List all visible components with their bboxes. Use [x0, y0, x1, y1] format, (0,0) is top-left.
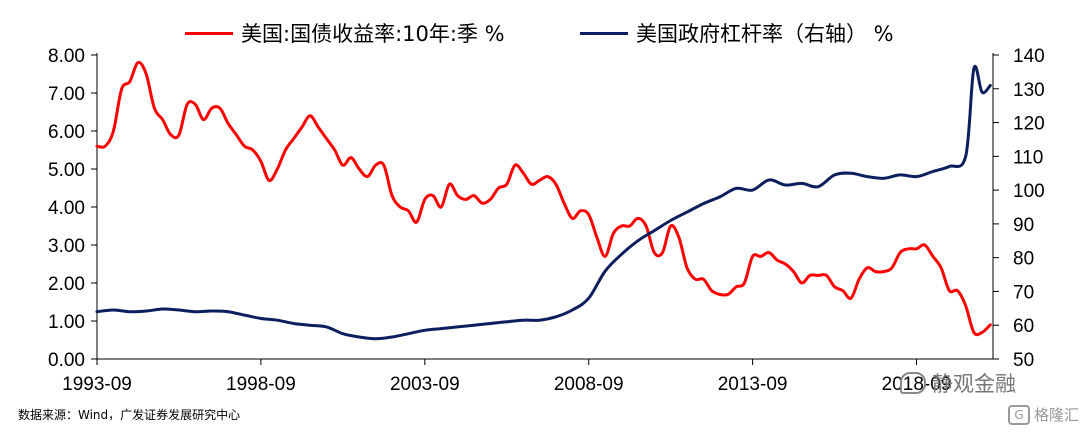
right-tick-label: 70: [1013, 282, 1034, 303]
series-line-government-leverage: [95, 64, 992, 341]
right-tick-label: 120: [1013, 114, 1045, 135]
left-tick-label: 5.00: [48, 160, 85, 181]
left-tick-label: 2.00: [48, 274, 85, 295]
left-tick-label: 1.00: [48, 312, 85, 333]
chart-legend: 美国:国债收益率:10年:季 % 美国政府杠杆率（右轴） %: [0, 18, 1080, 48]
chart-axes: [96, 53, 994, 360]
x-tick-label: 1993-09: [62, 374, 132, 395]
left-axis-ticks: 0.00 1.00 2.00 3.00 4.00 5.00 6.00 7.00 8.00: [48, 46, 97, 371]
series-line-treasury-yield: [95, 60, 992, 337]
right-tick-label: 110: [1013, 147, 1043, 168]
right-tick-label: 130: [1013, 80, 1045, 101]
left-tick-label: 8.00: [48, 46, 85, 67]
series-layer: [95, 60, 992, 341]
brand-logo-icon: G: [1008, 404, 1030, 425]
x-tick-label: 2008-09: [554, 374, 624, 395]
brand-text: 格隆汇: [1034, 406, 1080, 424]
legend-item-yield: 美国:国债收益率:10年:季 %: [185, 18, 505, 48]
right-tick-label: 100: [1013, 181, 1045, 202]
left-tick-label: 0.00: [48, 350, 85, 371]
right-tick-label: 60: [1013, 316, 1034, 337]
legend-label-yield: 美国:国债收益率:10年:季 %: [241, 22, 505, 46]
x-tick-label: 1998-09: [226, 374, 296, 395]
right-tick-label: 80: [1013, 249, 1034, 270]
right-tick-label: 140: [1013, 46, 1045, 67]
watermark-logo: 静观金融: [900, 368, 1016, 398]
watermark-text: 静观金融: [932, 372, 1016, 396]
left-tick-label: 3.00: [48, 236, 85, 257]
left-tick-label: 6.00: [48, 122, 85, 143]
legend-swatch-red: [185, 31, 233, 35]
brand-watermark: G 格隆汇: [1008, 404, 1079, 425]
right-tick-label: 50: [1013, 350, 1034, 371]
x-tick-label: 2013-09: [718, 374, 788, 395]
right-tick-label: 90: [1013, 215, 1034, 236]
right-axis-ticks: 50 60 70 80 90 100 110 120 130 140: [993, 46, 1045, 371]
x-tick-label: 2003-09: [390, 374, 460, 395]
left-tick-label: 4.00: [48, 198, 85, 219]
x-axis-ticks: 1993-09 1998-09 2003-09 2008-09 2013-09 2018-…: [62, 359, 951, 395]
legend-swatch-navy: [580, 31, 628, 35]
legend-label-leverage: 美国政府杠杆率（右轴） %: [636, 22, 894, 46]
source-caption: 数据来源：Wind，广发证券发展研究中心: [18, 408, 241, 422]
wechat-bubble-icon: [900, 372, 926, 394]
legend-item-leverage: 美国政府杠杆率（右轴） %: [580, 18, 894, 48]
left-tick-label: 7.00: [48, 84, 85, 105]
